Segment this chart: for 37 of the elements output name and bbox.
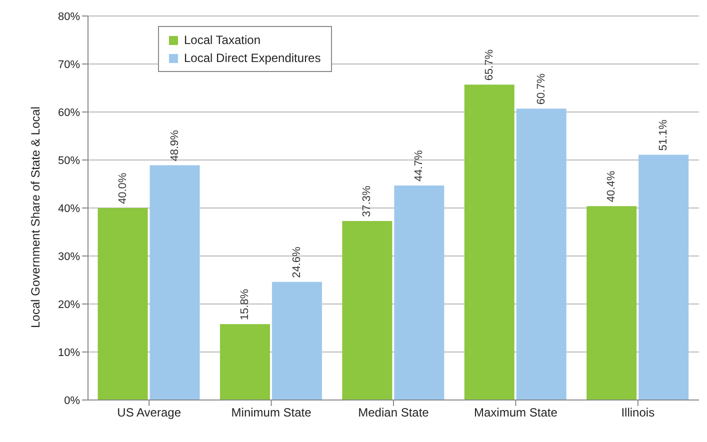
bar (272, 282, 322, 400)
data-label: 44.7% (413, 150, 426, 182)
bar (638, 154, 689, 400)
x-tick-label: Maximum State (474, 406, 558, 420)
y-tick-label: 10% (58, 346, 80, 359)
y-tick-label: 40% (58, 202, 80, 215)
y-tick-label: 60% (58, 106, 80, 119)
data-label: 60.7% (535, 73, 548, 105)
y-tick-label: 0% (64, 394, 80, 407)
y-tick-label: 70% (58, 58, 80, 71)
data-label: 40.4% (606, 170, 618, 202)
data-label: 24.6% (290, 246, 303, 278)
bar (150, 165, 200, 400)
x-tick-label: Median State (358, 406, 430, 420)
bar (342, 220, 392, 400)
bar (220, 324, 270, 400)
y-tick-label: 50% (58, 154, 80, 167)
data-label: 40.0% (116, 172, 129, 204)
y-tick-label: 30% (58, 250, 80, 263)
bar (464, 84, 514, 400)
legend-label: Local Direct Expenditures (184, 50, 321, 67)
data-label: 15.8% (238, 288, 251, 320)
data-label: 51.1% (658, 119, 670, 151)
data-label: 37.3% (361, 186, 374, 217)
y-axis-title: Local Government Share of State & Local (28, 106, 42, 328)
bar (394, 185, 444, 400)
x-tick-label: Minimum State (231, 406, 312, 420)
y-tick-label: 20% (58, 298, 80, 311)
bar (586, 206, 637, 400)
bar (516, 108, 566, 400)
data-label: 65.7% (483, 49, 496, 81)
y-tick-label: 80% (58, 10, 80, 23)
x-tick-label: US Average (117, 406, 182, 420)
bar (98, 208, 148, 400)
x-tick-label: Illinois (621, 406, 655, 420)
data-label: 48.9% (168, 130, 181, 162)
legend-label: Local Taxation (184, 32, 260, 49)
